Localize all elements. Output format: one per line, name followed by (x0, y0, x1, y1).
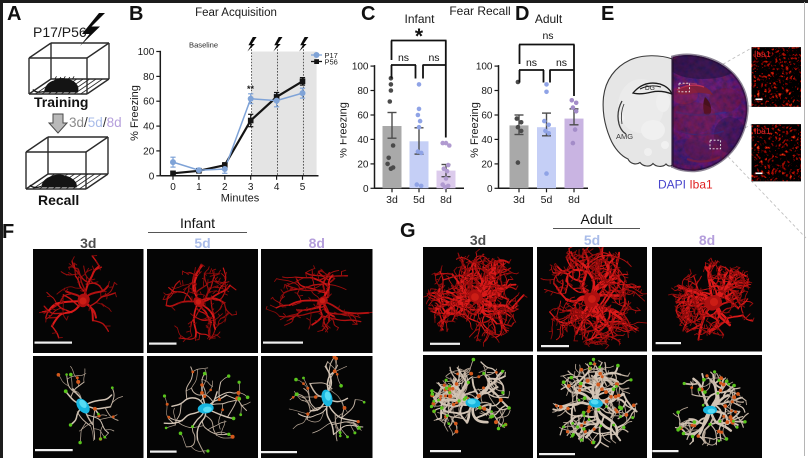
svg-text:ns: ns (542, 30, 553, 42)
svg-text:Infant: Infant (404, 12, 435, 26)
svg-text:40: 40 (357, 135, 369, 146)
svg-text:0: 0 (170, 182, 176, 193)
svg-text:Adult: Adult (535, 12, 563, 26)
svg-text:80: 80 (357, 86, 369, 97)
svg-text:**: ** (247, 84, 255, 94)
svg-text:3d: 3d (513, 194, 525, 206)
svg-text:Minutes: Minutes (221, 193, 260, 205)
svg-text:% Freezing: % Freezing (340, 102, 350, 158)
svg-text:Iba1: Iba1 (754, 126, 771, 136)
svg-text:P17/P56: P17/P56 (33, 24, 87, 40)
svg-text:Baseline: Baseline (189, 41, 218, 50)
svg-text:ns: ns (398, 52, 409, 64)
svg-text:Training: Training (34, 94, 88, 110)
svg-text:*: * (415, 25, 424, 48)
svg-text:100: 100 (352, 62, 369, 73)
svg-text:40: 40 (143, 122, 155, 133)
svg-text:60: 60 (481, 111, 493, 122)
svg-text:P56: P56 (325, 57, 338, 66)
svg-text:20: 20 (357, 159, 369, 170)
svg-text:0: 0 (149, 171, 155, 182)
svg-text:0: 0 (363, 184, 369, 195)
svg-text:Iba1: Iba1 (754, 49, 771, 59)
svg-text:100: 100 (138, 47, 155, 58)
svg-text:% Freezing: % Freezing (469, 102, 481, 158)
svg-text:20: 20 (143, 146, 155, 157)
svg-text:5: 5 (300, 182, 306, 193)
svg-text:3d: 3d (386, 194, 398, 206)
svg-text:Recall: Recall (38, 192, 79, 208)
svg-text:4: 4 (274, 182, 280, 193)
svg-text:20: 20 (481, 159, 493, 170)
svg-text:Fear Acquisition: Fear Acquisition (195, 7, 277, 19)
svg-text:5d: 5d (541, 194, 553, 206)
svg-text:80: 80 (481, 86, 493, 97)
svg-text:DG: DG (645, 85, 655, 92)
svg-text:40: 40 (481, 135, 493, 146)
svg-text:60: 60 (357, 111, 369, 122)
svg-text:100: 100 (476, 62, 493, 73)
svg-text:60: 60 (143, 97, 155, 108)
svg-text:5d: 5d (413, 194, 425, 206)
svg-text:DAPI Iba1: DAPI Iba1 (658, 178, 713, 192)
svg-text:8d: 8d (440, 194, 452, 206)
svg-text:8d: 8d (568, 194, 580, 206)
svg-text:AMG: AMG (616, 132, 633, 141)
svg-text:3: 3 (248, 182, 254, 193)
svg-text:1: 1 (196, 182, 202, 193)
svg-text:ns: ns (526, 57, 537, 69)
svg-text:3d/5d/8d: 3d/5d/8d (69, 115, 122, 130)
svg-text:P17: P17 (325, 51, 338, 60)
svg-text:ns: ns (428, 52, 439, 64)
svg-text:ns: ns (556, 57, 567, 69)
svg-text:2: 2 (222, 182, 228, 193)
svg-text:80: 80 (143, 72, 155, 83)
svg-text:0: 0 (487, 184, 493, 195)
svg-text:% Freezing: % Freezing (130, 85, 141, 141)
